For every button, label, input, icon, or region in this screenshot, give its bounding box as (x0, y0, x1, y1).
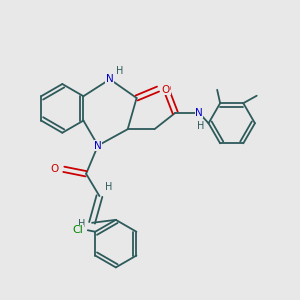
Text: H: H (116, 66, 124, 76)
Text: H: H (78, 219, 85, 229)
Text: N: N (106, 74, 114, 84)
Text: N: N (94, 140, 102, 151)
Text: H: H (197, 121, 204, 131)
Text: N: N (195, 108, 203, 118)
Text: O: O (50, 164, 58, 174)
Text: H: H (105, 182, 112, 192)
Text: O: O (161, 85, 169, 95)
Text: O: O (163, 84, 171, 94)
Text: Cl: Cl (73, 225, 83, 235)
